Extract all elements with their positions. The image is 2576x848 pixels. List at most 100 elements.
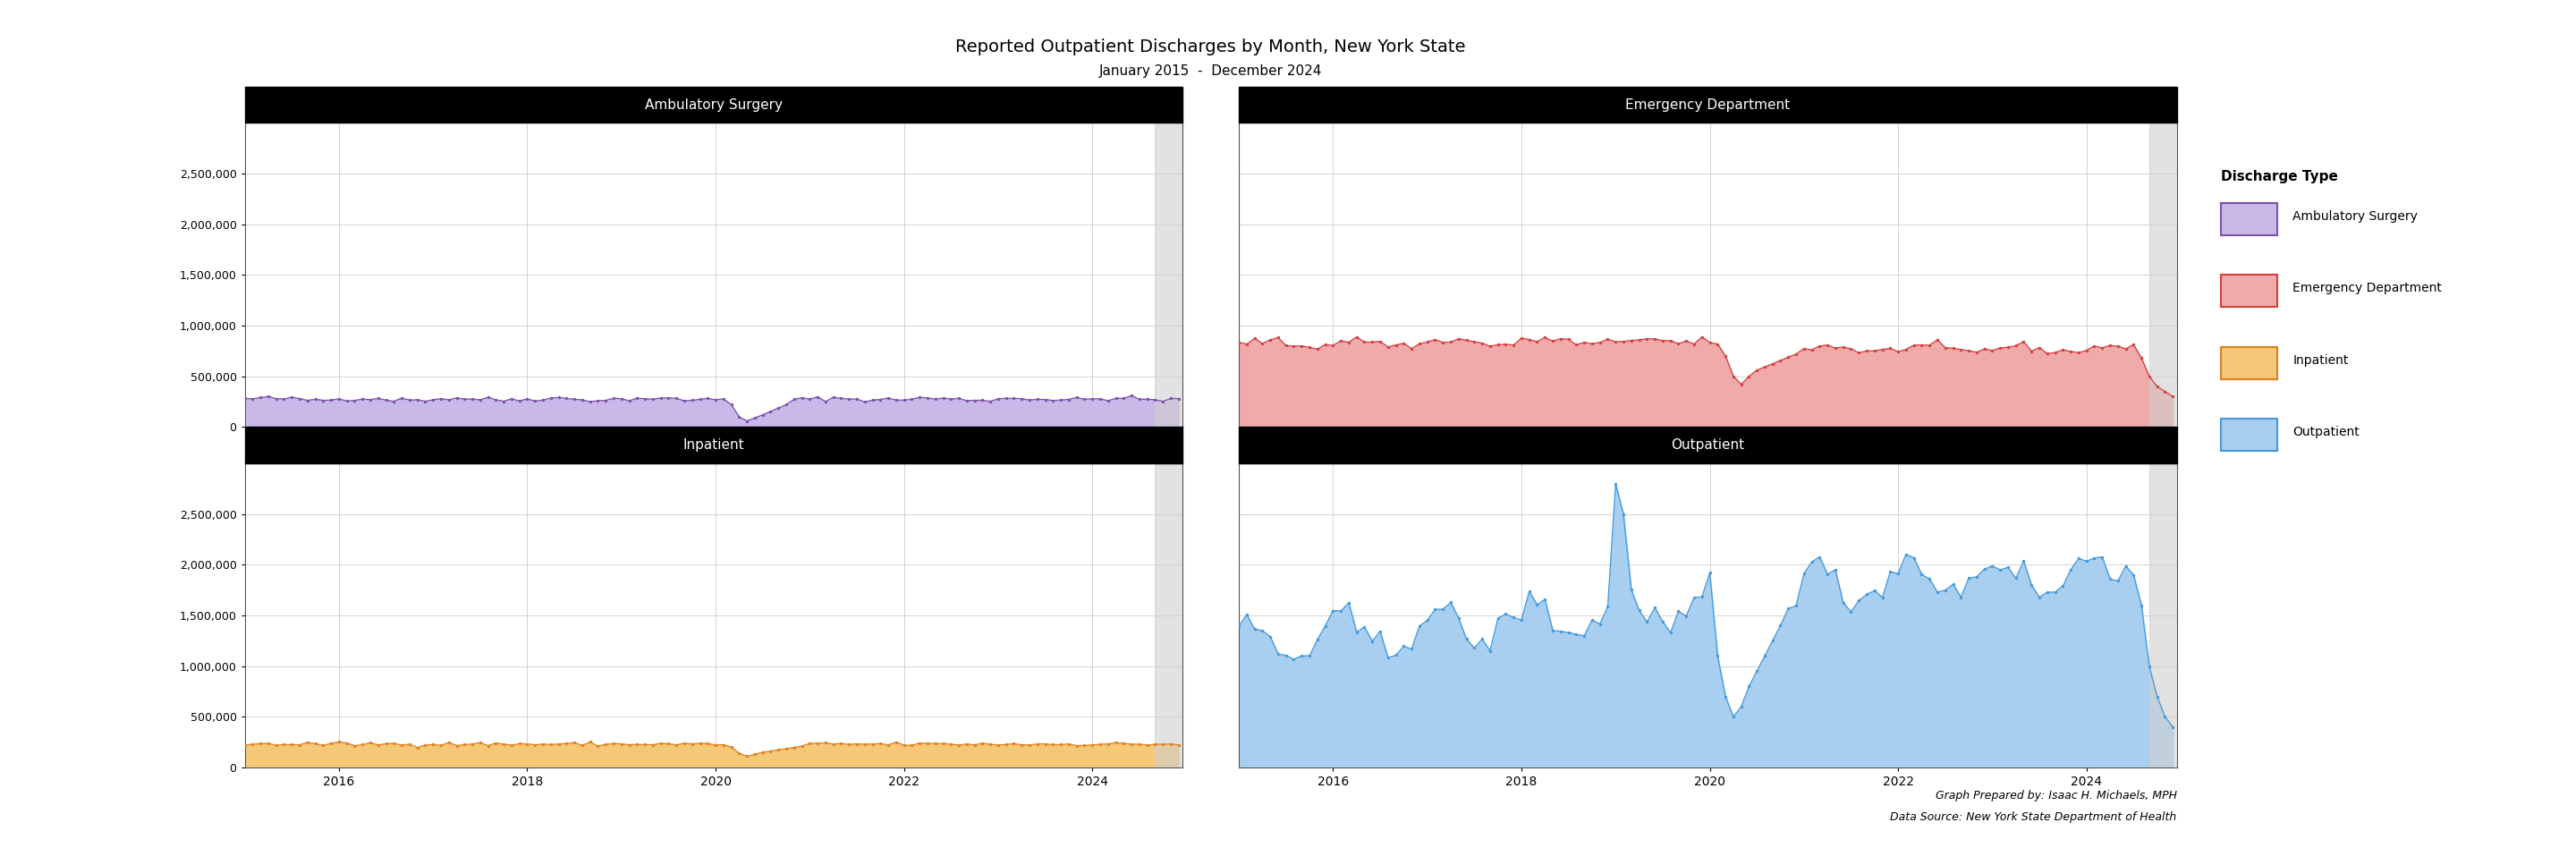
Point <box>649 391 690 404</box>
Point <box>1345 335 1386 349</box>
Point <box>474 393 515 406</box>
Point <box>1399 337 1440 350</box>
Point <box>1698 338 1739 351</box>
Point <box>1832 342 1873 355</box>
Point <box>350 736 392 750</box>
Point <box>1002 738 1043 751</box>
Point <box>711 740 752 754</box>
Point <box>2112 568 2154 582</box>
Point <box>381 391 422 404</box>
Point <box>1587 600 1628 613</box>
Point <box>1242 624 1283 638</box>
Point <box>1641 615 1682 628</box>
Point <box>608 738 649 751</box>
Point <box>1705 689 1747 703</box>
Point <box>608 394 649 408</box>
Point <box>1510 332 1551 346</box>
Point <box>1767 350 1808 364</box>
Point <box>2151 720 2192 734</box>
Point <box>1955 345 1996 359</box>
Point <box>240 391 281 404</box>
Point <box>969 738 1010 751</box>
Point <box>639 737 680 750</box>
Point <box>2004 554 2045 567</box>
Point <box>2128 660 2169 673</box>
Point <box>420 739 461 752</box>
Point <box>680 737 721 750</box>
Point <box>1595 477 1636 490</box>
Point <box>2089 338 2130 352</box>
Point <box>240 737 281 750</box>
Point <box>1265 649 1306 662</box>
Point <box>2004 335 2045 349</box>
Text: Ambulatory Surgery: Ambulatory Surgery <box>644 98 783 111</box>
Point <box>374 394 415 408</box>
Point <box>1494 338 1535 352</box>
Point <box>1633 332 1674 346</box>
Point <box>837 737 878 750</box>
Point <box>2120 351 2161 365</box>
Point <box>665 394 706 408</box>
Point <box>2081 341 2123 354</box>
Point <box>1303 619 1345 633</box>
Point <box>1321 605 1363 618</box>
Point <box>435 739 477 752</box>
Point <box>657 392 698 405</box>
Point <box>930 738 971 751</box>
Text: Reported Outpatient Discharges by Month, New York State: Reported Outpatient Discharges by Month,… <box>956 38 1466 55</box>
Point <box>2143 385 2184 399</box>
Point <box>1886 343 1927 356</box>
Point <box>1682 330 1723 343</box>
Point <box>1025 393 1066 406</box>
Point <box>2020 341 2061 354</box>
Point <box>459 736 500 750</box>
Point <box>1226 608 1267 622</box>
Point <box>2050 344 2092 358</box>
Point <box>914 393 956 406</box>
Point <box>474 736 515 750</box>
Point <box>922 737 963 750</box>
Point <box>987 392 1028 405</box>
Point <box>788 393 829 406</box>
Point <box>868 738 909 751</box>
Point <box>1752 634 1793 648</box>
Point <box>1041 393 1082 407</box>
Point <box>868 391 909 404</box>
Point <box>1996 572 2038 585</box>
Point <box>1878 567 1919 581</box>
Point <box>953 738 994 751</box>
Point <box>1971 559 2012 572</box>
Point <box>1296 343 1337 356</box>
Point <box>1133 738 1175 751</box>
Point <box>1698 650 1739 663</box>
Point <box>1414 603 1455 616</box>
Point <box>1633 601 1674 615</box>
Point <box>1103 392 1144 405</box>
Point <box>1924 583 1965 597</box>
Point <box>853 393 894 407</box>
Point <box>2066 555 2107 568</box>
Point <box>726 414 768 427</box>
Point <box>2058 552 2099 566</box>
Point <box>672 393 714 407</box>
Point <box>750 404 791 418</box>
Point <box>757 401 799 415</box>
Bar <box>245 427 1182 464</box>
Point <box>319 392 361 405</box>
Point <box>1414 332 1455 346</box>
Point <box>1533 334 1574 348</box>
Point <box>1847 344 1888 358</box>
Point <box>443 393 484 406</box>
Point <box>711 398 752 411</box>
Point <box>1072 738 1113 751</box>
Point <box>2112 338 2154 351</box>
Point <box>577 394 618 408</box>
Point <box>1667 334 1708 348</box>
Point <box>914 737 956 750</box>
Point <box>270 390 312 404</box>
Point <box>829 393 871 406</box>
Point <box>1759 619 1801 633</box>
Text: Graph Prepared by: Isaac H. Michaels, MPH: Graph Prepared by: Isaac H. Michaels, MP… <box>1935 789 2177 801</box>
Point <box>696 739 737 752</box>
Point <box>350 393 392 406</box>
